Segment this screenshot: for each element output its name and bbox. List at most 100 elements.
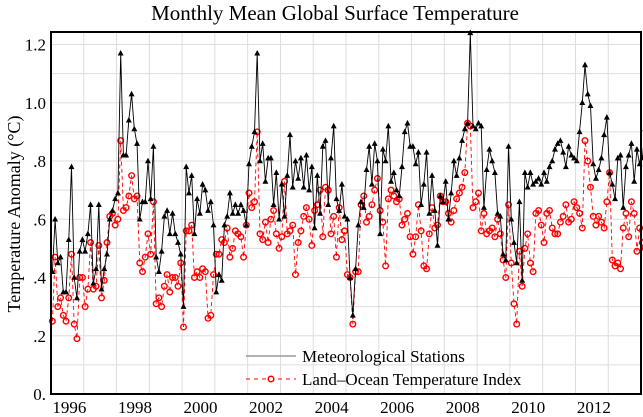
data-point-triangle — [328, 154, 334, 161]
data-point-circle — [382, 262, 390, 270]
data-point-circle — [518, 282, 526, 290]
data-point-circle — [562, 201, 570, 209]
data-point-circle — [526, 259, 534, 267]
x-tick-label: 2008 — [446, 398, 480, 417]
data-point-circle — [608, 256, 616, 264]
data-point-circle — [261, 218, 269, 226]
y-tick-label: .6 — [33, 210, 46, 229]
data-point-circle — [540, 239, 548, 247]
data-point-triangle — [396, 192, 403, 199]
data-point-circle — [373, 174, 381, 182]
data-point-circle — [248, 204, 256, 212]
data-point-circle — [256, 230, 264, 238]
data-point-triangle — [415, 148, 422, 155]
data-point-circle — [215, 250, 223, 258]
data-point-circle — [603, 198, 611, 206]
data-point-triangle — [480, 204, 487, 210]
data-point-triangle — [306, 186, 313, 193]
data-point-circle — [67, 250, 75, 258]
data-point-triangle — [385, 122, 392, 129]
data-point-triangle — [500, 250, 507, 257]
data-point-triangle — [216, 271, 222, 277]
data-point-circle — [147, 250, 155, 258]
data-point-triangle — [161, 213, 168, 219]
data-point-triangle — [535, 175, 542, 181]
data-point-triangle — [439, 198, 446, 205]
data-point-circle — [556, 218, 564, 226]
data-point-circle — [447, 218, 455, 226]
data-point-circle — [360, 192, 368, 200]
data-point-triangle — [202, 186, 209, 193]
data-point-circle — [201, 268, 209, 276]
data-point-triangle — [592, 175, 599, 181]
data-point-triangle — [240, 207, 247, 213]
data-point-triangle — [147, 195, 154, 202]
data-point-circle — [220, 239, 228, 247]
data-point-circle — [625, 233, 633, 241]
data-point-triangle — [341, 213, 348, 219]
data-point-triangle — [431, 207, 438, 213]
data-point-circle — [349, 320, 357, 328]
series-meteorological-stations — [49, 29, 643, 318]
data-point-circle — [84, 285, 92, 293]
data-point-triangle — [598, 154, 605, 161]
data-point-triangle — [497, 213, 504, 219]
data-point-circle — [57, 294, 65, 302]
data-point-circle — [332, 253, 340, 261]
data-point-circle — [595, 212, 603, 220]
data-point-circle — [73, 335, 81, 343]
data-point-triangle — [448, 189, 455, 196]
data-point-circle — [193, 268, 201, 276]
data-point-triangle — [142, 198, 149, 205]
data-point-triangle — [445, 215, 452, 222]
data-point-triangle — [93, 265, 100, 272]
data-point-triangle — [125, 116, 132, 123]
data-point-circle — [275, 244, 283, 252]
data-point-triangle — [90, 280, 97, 286]
data-point-triangle — [123, 151, 130, 158]
data-point-triangle — [164, 207, 171, 213]
data-point-triangle — [347, 274, 354, 280]
data-point-triangle — [631, 178, 638, 184]
data-point-circle — [434, 221, 442, 229]
data-point-triangle — [63, 288, 69, 295]
data-point-circle — [65, 294, 73, 302]
data-point-circle — [586, 183, 594, 191]
data-point-triangle — [366, 143, 373, 149]
data-point-circle — [507, 259, 515, 267]
data-point-circle — [54, 303, 62, 311]
data-point-circle — [592, 221, 600, 229]
data-point-circle — [559, 212, 567, 220]
data-point-circle — [272, 230, 280, 238]
data-point-triangle — [246, 160, 253, 167]
data-point-circle — [185, 227, 193, 235]
data-point-circle — [368, 201, 376, 209]
data-point-circle — [87, 239, 95, 247]
data-point-circle — [133, 192, 141, 200]
data-point-triangle — [541, 169, 548, 175]
data-point-triangle — [620, 204, 627, 210]
data-point-triangle — [352, 265, 359, 272]
legend-label-meteorological-stations: Meteorological Stations — [302, 347, 465, 366]
data-point-triangle — [549, 157, 556, 164]
data-point-triangle — [196, 210, 203, 216]
data-point-circle — [554, 230, 562, 238]
data-point-triangle — [205, 207, 212, 213]
data-point-triangle — [505, 143, 512, 149]
data-point-triangle — [557, 137, 564, 143]
data-point-circle — [450, 207, 458, 215]
data-point-circle — [179, 323, 187, 331]
data-point-circle — [619, 224, 627, 232]
data-point-circle — [496, 230, 504, 238]
data-point-circle — [152, 300, 160, 308]
data-point-circle — [92, 282, 100, 290]
data-point-circle — [641, 245, 643, 252]
data-point-triangle — [314, 172, 321, 178]
grid — [51, 32, 641, 394]
data-point-triangle — [150, 143, 157, 149]
data-point-triangle — [423, 148, 430, 155]
data-point-circle — [365, 212, 373, 220]
data-point-circle — [406, 233, 414, 241]
data-point-circle — [461, 169, 469, 177]
data-point-triangle — [284, 172, 291, 178]
